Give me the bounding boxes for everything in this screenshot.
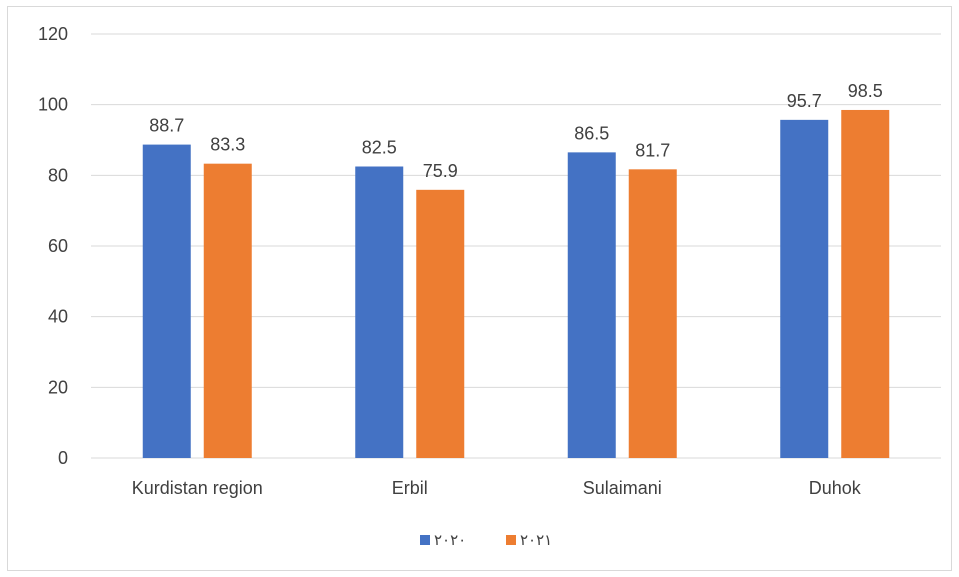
bar-kurdistan-region-series-2	[203, 163, 252, 458]
bar-duhok-series-2	[841, 109, 890, 458]
data-label: 98.5	[848, 81, 883, 101]
y-tick-label: 60	[48, 236, 68, 256]
data-label: 86.5	[574, 123, 609, 143]
y-tick-label: 120	[38, 24, 68, 44]
x-tick-label: Erbil	[392, 478, 428, 498]
bar-chart: 0 20 40 60 80 100 120 88.7 83.3 Kurdistan region 8…	[38, 24, 941, 549]
legend-label-series-2: ٢٠٢١	[520, 531, 552, 549]
legend-swatch-series-1	[420, 535, 430, 545]
bar-sulaimani-series-2	[628, 169, 677, 458]
bar-erbil-series-1	[355, 166, 404, 458]
y-tick-label: 80	[48, 165, 68, 185]
y-tick-label: 100	[38, 95, 68, 115]
data-label: 95.7	[787, 91, 822, 111]
legend-swatch-series-2	[506, 535, 516, 545]
legend-label-series-1: ٢٠٢٠	[434, 531, 466, 549]
chart-area: 0 20 40 60 80 100 120 88.7 83.3 Kurdistan region 8…	[7, 6, 952, 571]
y-tick-label: 0	[58, 448, 68, 468]
data-label: 83.3	[210, 135, 245, 155]
bar-duhok-series-1	[780, 119, 829, 459]
bar-kurdistan-region-series-1	[142, 144, 191, 459]
y-tick-label: 40	[48, 307, 68, 327]
bar-erbil-series-2	[416, 189, 465, 458]
x-tick-label: Duhok	[809, 478, 862, 498]
x-tick-label: Kurdistan region	[132, 478, 263, 498]
data-label: 82.5	[362, 138, 397, 158]
x-tick-label: Sulaimani	[583, 478, 662, 498]
data-label: 88.7	[149, 116, 184, 136]
bar-sulaimani-series-1	[567, 152, 616, 458]
y-tick-label: 20	[48, 377, 68, 397]
data-label: 81.7	[635, 140, 670, 160]
data-label: 75.9	[423, 161, 458, 181]
